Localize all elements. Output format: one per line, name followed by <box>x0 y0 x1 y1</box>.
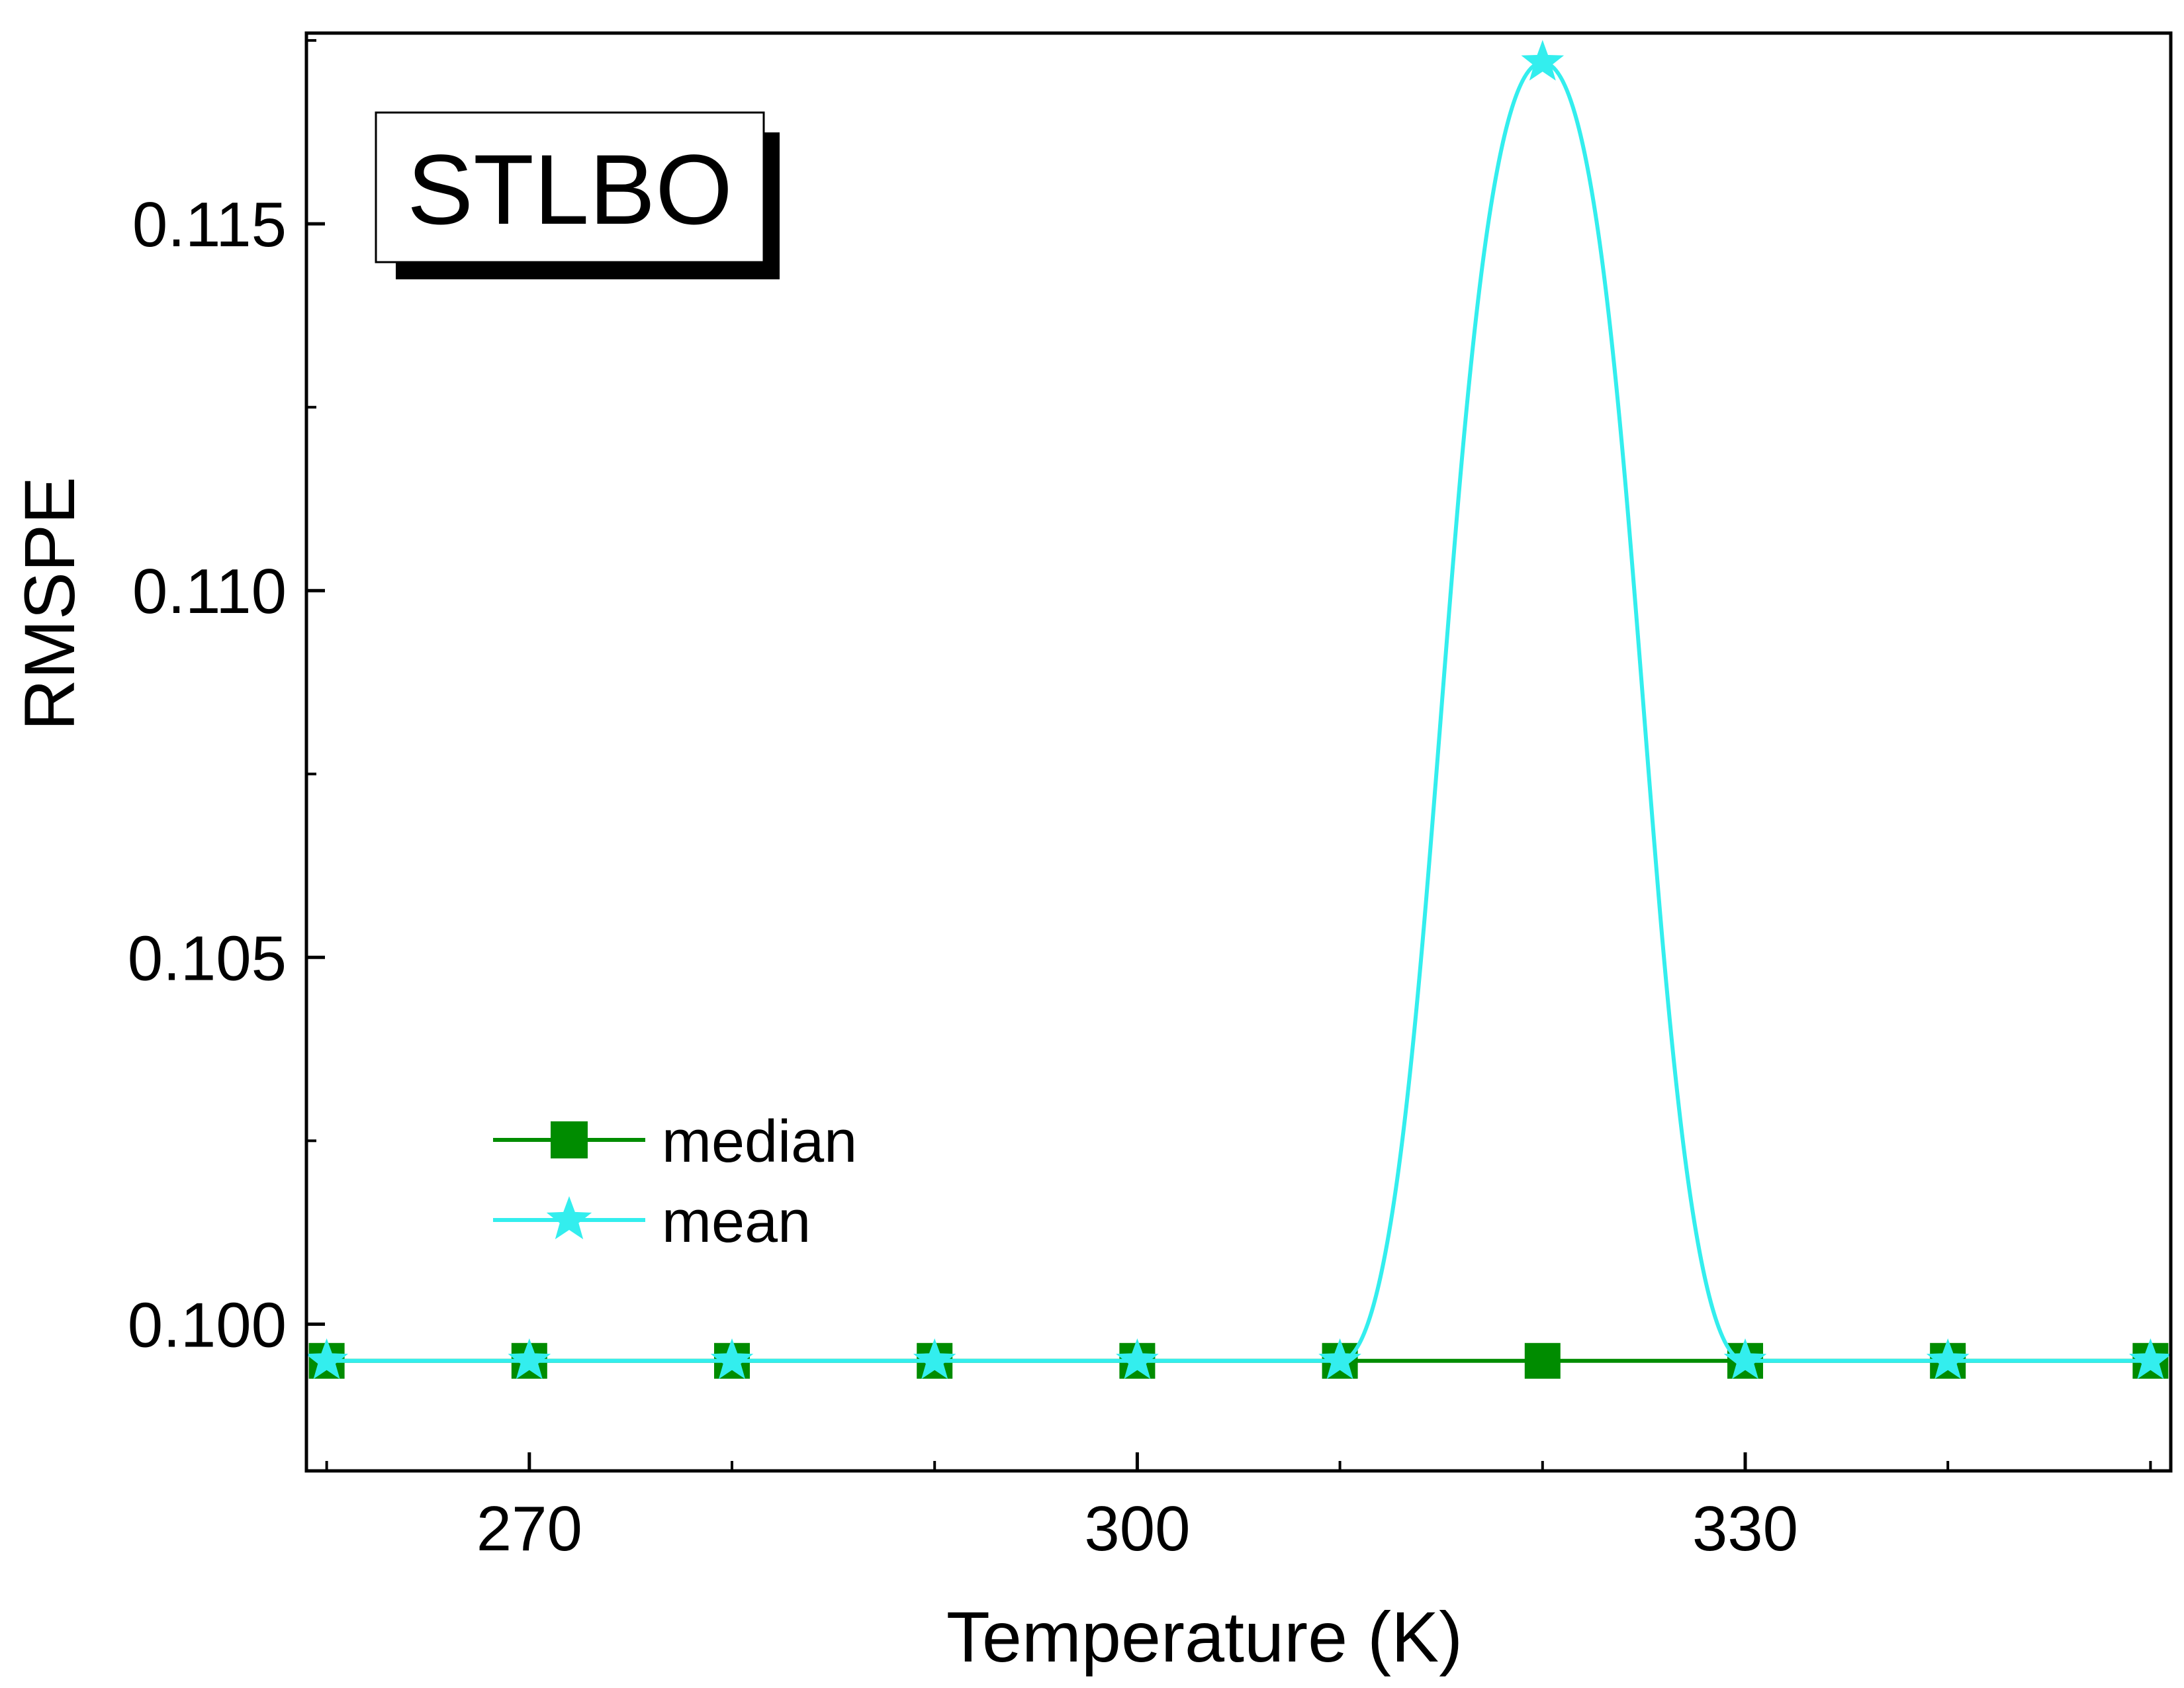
x-tick-label: 330 <box>1692 1493 1798 1564</box>
x-axis-title: Temperature (K) <box>946 1597 1463 1677</box>
legend-label-mean: mean <box>662 1189 811 1255</box>
data-point-mean <box>305 1338 348 1380</box>
x-tick-label: 300 <box>1084 1493 1190 1564</box>
data-point-mean <box>1926 1338 1970 1380</box>
y-tick-label: 0.115 <box>132 189 287 260</box>
badge-label: STLBO <box>407 134 733 245</box>
x-tick-label: 270 <box>477 1493 582 1564</box>
method-badge: STLBO <box>375 111 780 279</box>
y-tick-label: 0.105 <box>128 923 287 994</box>
legend: median mean <box>493 1109 857 1255</box>
data-point-median <box>1524 1342 1561 1379</box>
plot-frame <box>304 31 2173 1473</box>
legend-star-shape <box>546 1196 592 1240</box>
y-axis: 0.100 0.105 0.110 0.115 <box>128 39 325 1360</box>
data-point-mean <box>1318 1338 1361 1380</box>
x-axis: 270 300 330 <box>325 1452 2152 1564</box>
legend-marker-median <box>551 1121 588 1158</box>
data-point-mean <box>508 1338 551 1380</box>
legend-label-median: median <box>662 1109 857 1175</box>
data-point-mean <box>913 1338 956 1380</box>
data-point-mean <box>710 1338 754 1380</box>
legend-marker-mean <box>546 1196 592 1240</box>
y-tick-label: 0.110 <box>132 556 287 627</box>
plot-content <box>305 40 2172 1380</box>
y-axis-title: RMSPE <box>9 477 89 731</box>
data-point-mean <box>1521 40 1565 81</box>
y-tick-label: 0.100 <box>128 1289 287 1360</box>
badge-box <box>375 111 765 263</box>
data-point-mean <box>2129 1338 2172 1380</box>
data-point-mean <box>1723 1338 1767 1380</box>
data-point-mean <box>1116 1338 1159 1380</box>
